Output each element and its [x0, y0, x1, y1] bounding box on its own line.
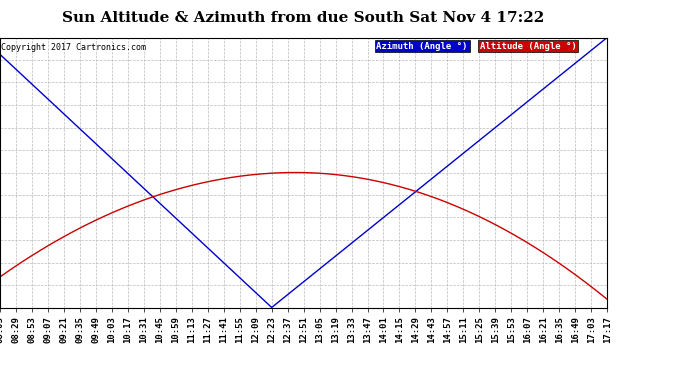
Text: Copyright 2017 Cartronics.com: Copyright 2017 Cartronics.com [1, 43, 146, 52]
Text: Sun Altitude & Azimuth from due South Sat Nov 4 17:22: Sun Altitude & Azimuth from due South Sa… [63, 11, 544, 25]
Text: Azimuth (Angle °): Azimuth (Angle °) [377, 42, 468, 51]
Text: Altitude (Angle °): Altitude (Angle °) [480, 42, 576, 51]
